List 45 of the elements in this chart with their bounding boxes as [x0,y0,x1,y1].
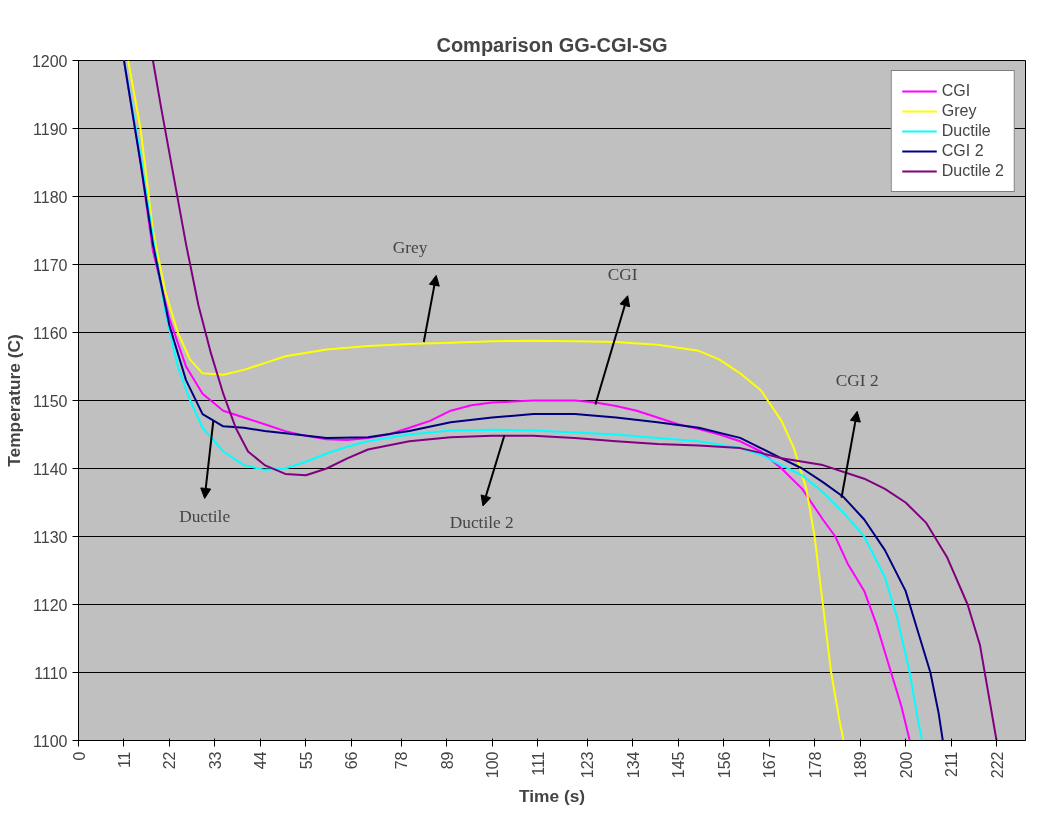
y-tick-label: 1160 [33,324,68,342]
legend-label: Ductile [941,122,991,140]
x-tick-label: 111 [529,751,547,776]
legend-label: Ductile 2 [941,162,1004,180]
x-tick-label: 167 [761,751,779,779]
annotation: Grey [392,238,428,257]
x-tick-label: 178 [806,751,824,779]
x-tick-label: 134 [624,751,642,779]
x-tick-label: 11 [115,751,133,769]
y-tick-label: 1120 [33,596,68,614]
x-tick-label: 0 [70,751,88,761]
x-tick-label: 55 [297,751,315,770]
x-tick-label: 44 [252,751,270,770]
annotation: CGI [607,265,638,285]
legend-label: CGI [941,82,971,100]
y-tick-label: 1180 [33,188,68,206]
x-tick-label: 145 [670,751,688,779]
y-tick-label: 1170 [33,256,68,274]
x-tick-label: 100 [484,751,502,779]
legend-label: CGI 2 [941,142,984,160]
y-tick-label: 1190 [33,120,68,138]
x-tick-label: 89 [438,751,456,770]
x-tick-label: 211 [943,751,961,778]
chart-title: Comparison GG-CGI-SG [436,33,668,56]
x-tick-label: 66 [343,751,361,770]
x-tick-label: 156 [715,751,733,779]
x-tick-label: 78 [393,751,411,770]
annotation: Ductile [179,506,231,526]
annotation: CGI 2 [835,370,879,390]
legend-label: Grey [941,102,977,120]
y-axis-title: Temperature (C) [3,334,24,467]
y-tick-label: 1110 [34,664,68,682]
y-tick-label: 1130 [33,528,68,546]
y-tick-label: 1150 [33,392,68,410]
y-tick-label: 1140 [33,460,68,478]
annotation: Ductile 2 [449,513,514,533]
y-tick-label: 1100 [33,732,68,750]
x-tick-label: 123 [579,751,597,779]
x-tick-label: 189 [852,751,870,779]
x-tick-label: 222 [988,751,1006,779]
x-tick-label: 33 [206,751,224,770]
x-tick-label: 200 [897,751,915,779]
y-tick-label: 1200 [31,52,68,70]
x-axis-title: Time (s) [518,786,586,807]
x-tick-label: 22 [161,751,179,770]
